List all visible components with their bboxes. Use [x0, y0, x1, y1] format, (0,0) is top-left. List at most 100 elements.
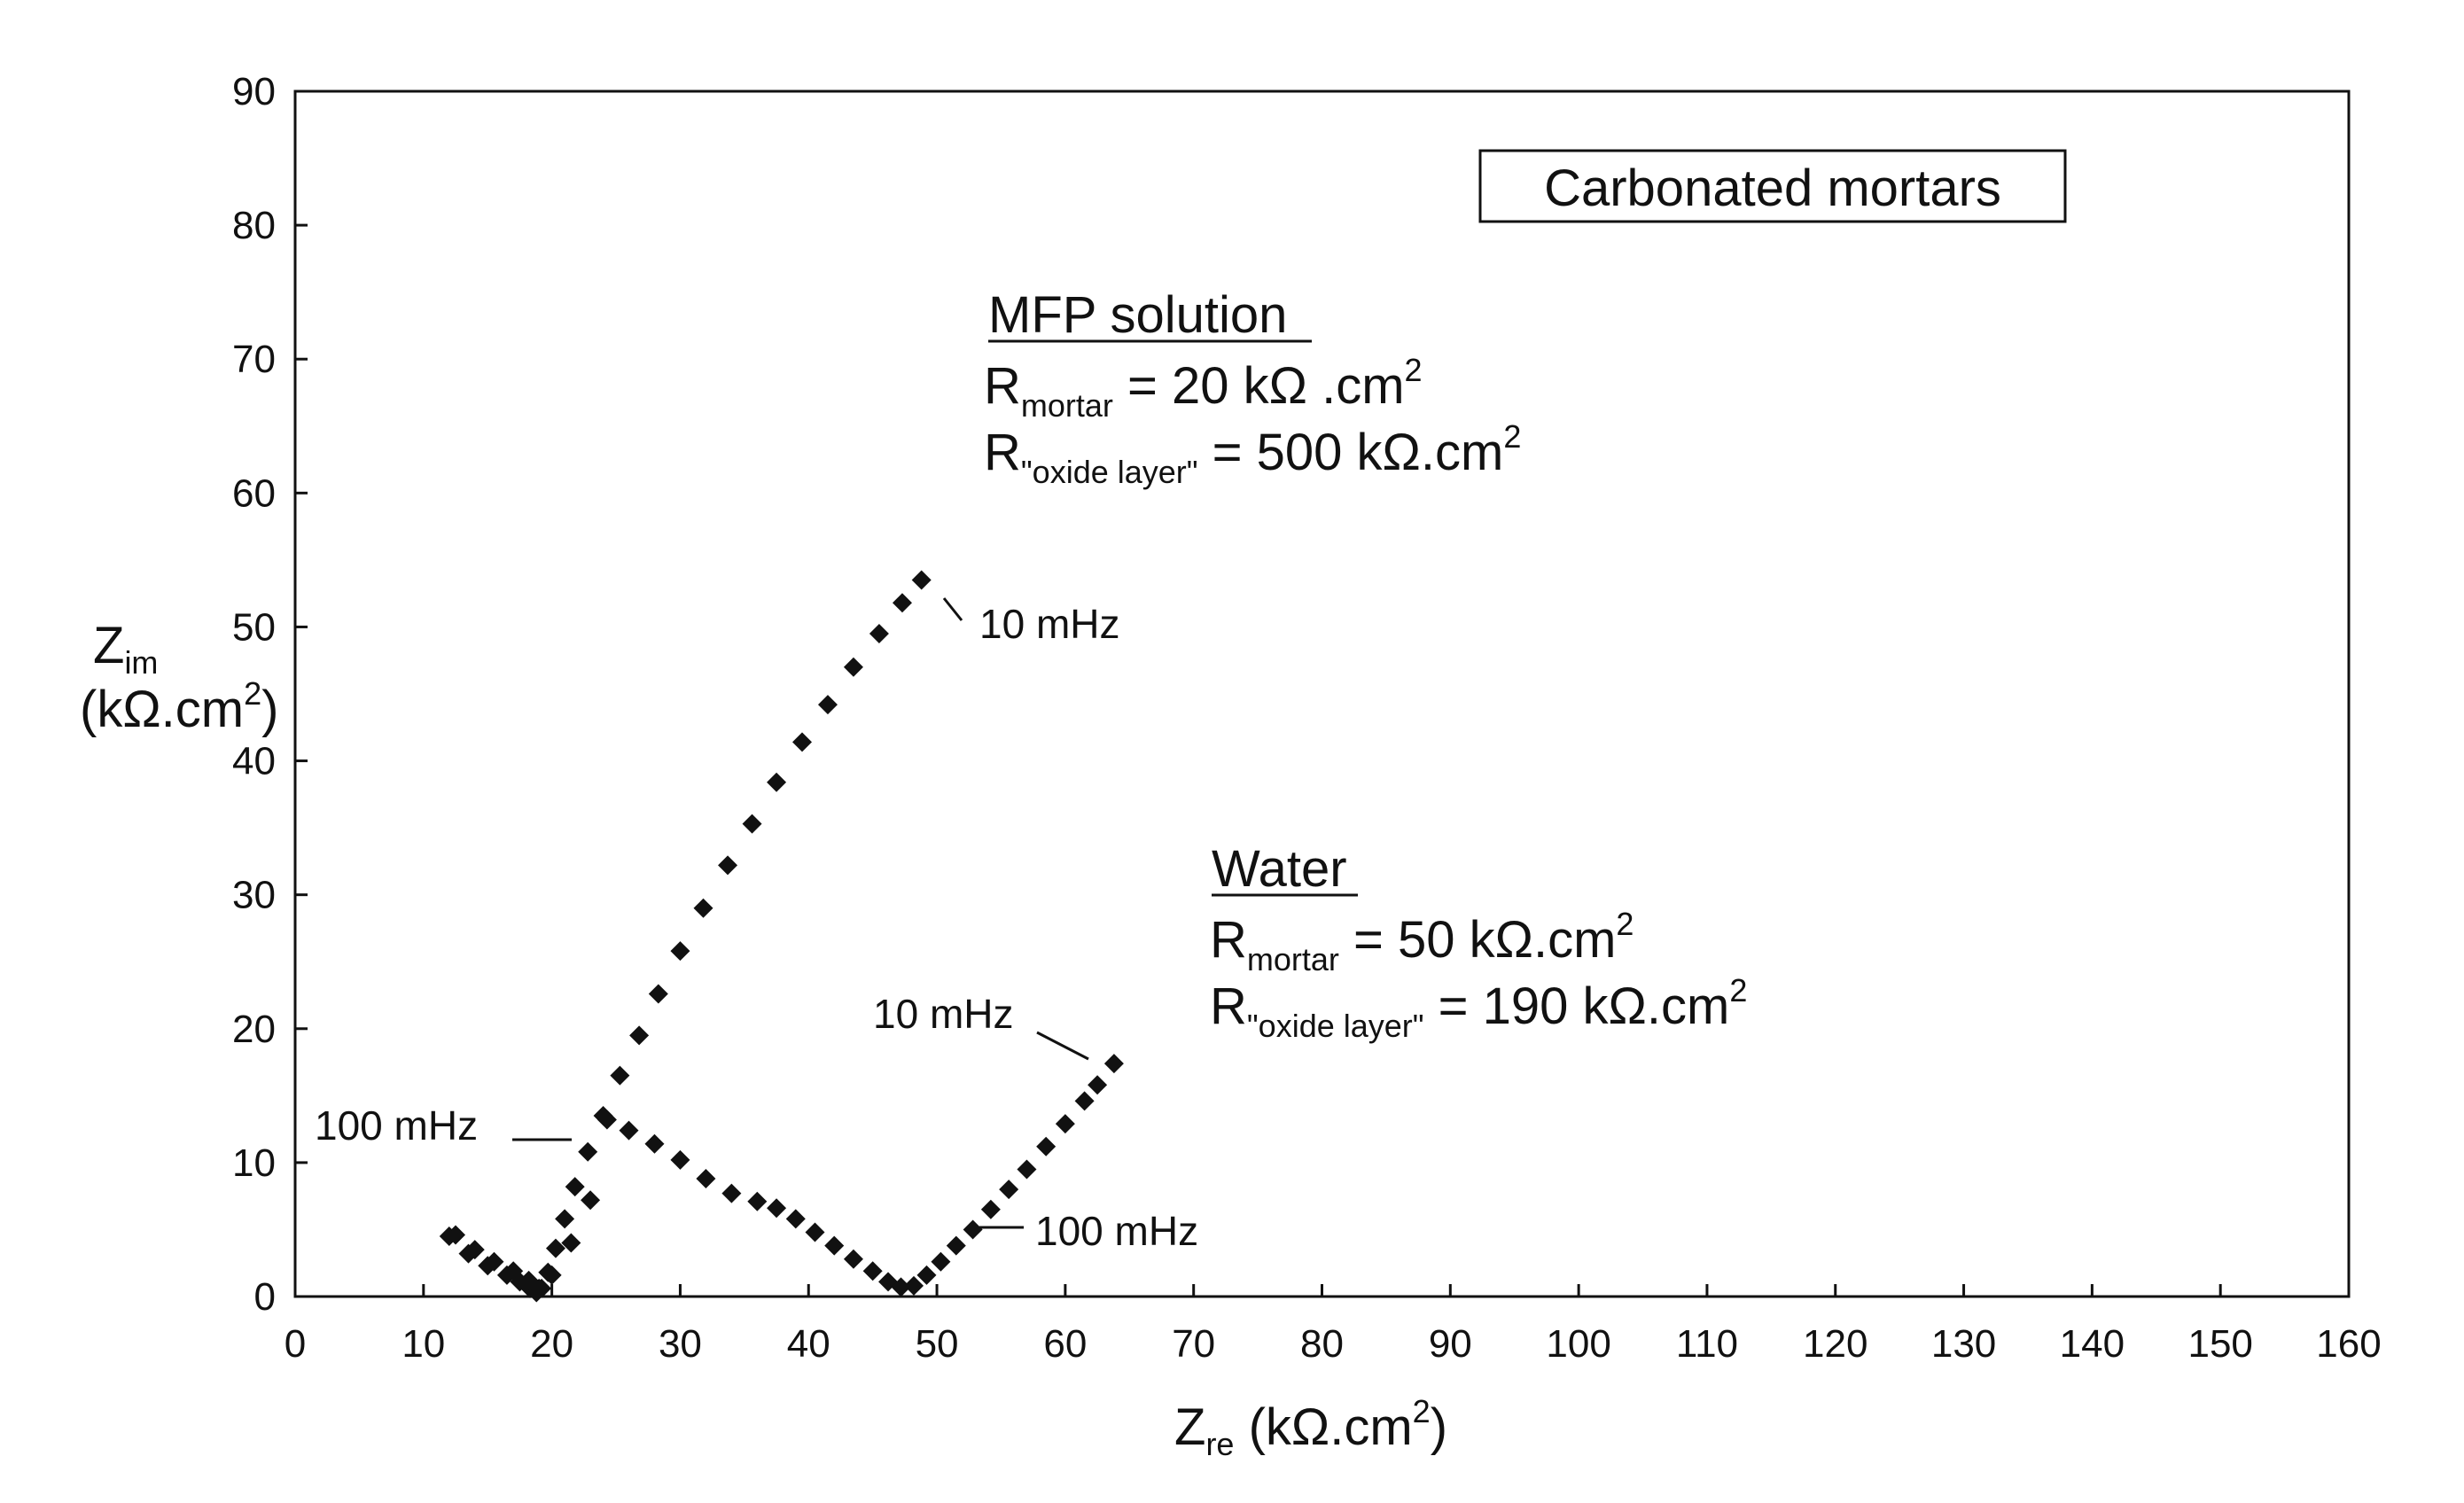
data-point	[503, 1261, 524, 1281]
data-point	[862, 1261, 883, 1281]
data-point	[747, 1191, 768, 1211]
x-tick-label: 140	[2060, 1322, 2125, 1366]
data-point	[931, 1251, 951, 1272]
x-tick-label: 30	[659, 1322, 702, 1366]
x-axis-ticks: 0 10 20 30 40 50 60 70 80 90 100 110 120 130 140 150 160	[285, 1284, 2382, 1366]
data-point	[648, 984, 668, 1004]
data-point	[670, 941, 690, 962]
mfp-r-oxide: R"oxide layer" = 500 kΩ.cm2	[984, 418, 1521, 490]
data-point	[891, 1277, 911, 1297]
data-point	[903, 1275, 924, 1296]
y-tick-label: 10	[232, 1141, 276, 1185]
data-point	[529, 1278, 550, 1298]
data-point	[1036, 1136, 1057, 1156]
x-tick-label: 10	[402, 1322, 445, 1366]
water-100mhz-label: 100 mHz	[1035, 1208, 1198, 1254]
data-point	[581, 1190, 601, 1211]
data-point	[1055, 1114, 1075, 1134]
data-point	[629, 1025, 650, 1046]
data-point	[999, 1180, 1019, 1200]
data-point	[843, 1249, 863, 1269]
y-tick-label: 0	[254, 1275, 276, 1319]
data-point	[542, 1265, 562, 1285]
x-tick-label: 50	[916, 1322, 959, 1366]
y-tick-label: 20	[232, 1008, 276, 1051]
data-point	[1074, 1091, 1095, 1111]
data-point	[578, 1141, 598, 1162]
data-point	[817, 695, 838, 715]
data-point	[946, 1235, 966, 1256]
mfp-r-mortar: Rmortar = 20 kΩ .cm2	[984, 352, 1423, 424]
data-point	[555, 1209, 575, 1229]
x-tick-label: 80	[1300, 1322, 1344, 1366]
data-point	[843, 657, 863, 677]
data-point	[721, 1183, 742, 1203]
y-tick-label: 70	[232, 338, 276, 381]
water-10mhz-leader	[1036, 1031, 1089, 1061]
water-10mhz-label: 10 mHz	[873, 991, 1013, 1037]
y-tick-label: 80	[232, 204, 276, 247]
data-point	[785, 1209, 806, 1229]
y-tick-label: 60	[232, 471, 276, 515]
data-point	[545, 1238, 565, 1258]
data-point	[1017, 1159, 1037, 1180]
x-axis-label: Zre (kΩ.cm2)	[1174, 1393, 1447, 1462]
mfp-10mhz-leader	[942, 597, 963, 621]
water-heading: Water	[1212, 840, 1347, 898]
x-tick-label: 130	[1931, 1322, 1996, 1366]
y-axis-label-symbol: Zim	[93, 617, 158, 681]
data-point	[464, 1240, 485, 1260]
x-tick-label: 150	[2187, 1322, 2252, 1366]
data-point	[963, 1219, 983, 1240]
data-point	[693, 898, 713, 918]
data-point	[742, 814, 762, 834]
x-tick-label: 0	[285, 1322, 306, 1366]
data-point	[805, 1222, 825, 1242]
x-tick-label: 90	[1429, 1322, 1472, 1366]
x-tick-label: 70	[1172, 1322, 1215, 1366]
data-point	[911, 570, 932, 590]
data-point	[718, 855, 738, 876]
water-r-oxide: R"oxide layer" = 190 kΩ.cm2	[1210, 972, 1747, 1044]
y-tick-label: 30	[232, 874, 276, 917]
mfp-10mhz-label: 10 mHz	[979, 601, 1119, 647]
mfp-heading: MFP solution	[988, 286, 1287, 344]
data-point	[767, 1198, 787, 1219]
y-tick-label: 40	[232, 740, 276, 783]
title-box-label: Carbonated mortars	[1544, 160, 2001, 217]
data-point	[484, 1251, 504, 1272]
x-tick-label: 100	[1546, 1322, 1610, 1366]
data-point	[869, 624, 889, 643]
title-box	[1478, 149, 2067, 223]
data-point	[767, 772, 787, 792]
x-tick-label: 120	[1803, 1322, 1867, 1366]
x-tick-label: 110	[1676, 1322, 1738, 1366]
data-point	[670, 1149, 690, 1170]
y-axis-ticks: 0 10 20 30 40 50 60 70 80 90	[232, 70, 308, 1319]
x-tick-label: 160	[2316, 1322, 2381, 1366]
mfp-100mhz-label: 100 mHz	[315, 1102, 478, 1149]
data-point	[561, 1233, 581, 1253]
data-point	[824, 1235, 845, 1256]
y-axis-label-unit: (kΩ.cm2)	[80, 675, 278, 738]
y-tick-label: 50	[232, 605, 276, 649]
data-point	[610, 1065, 630, 1086]
data-point	[1088, 1075, 1108, 1095]
y-tick-label: 90	[232, 70, 276, 113]
data-point	[644, 1133, 665, 1154]
data-point	[916, 1265, 937, 1285]
data-point	[597, 1110, 617, 1130]
x-tick-label: 20	[530, 1322, 573, 1366]
data-point	[619, 1120, 639, 1141]
water-series	[446, 1054, 1124, 1298]
x-tick-label: 40	[787, 1322, 830, 1366]
data-point	[1103, 1054, 1124, 1074]
x-tick-label: 60	[1043, 1322, 1087, 1366]
data-point	[892, 593, 912, 613]
data-point	[446, 1225, 466, 1245]
data-point	[696, 1169, 716, 1189]
data-point	[565, 1177, 585, 1197]
mfp-series	[439, 570, 932, 1303]
data-point	[792, 732, 813, 752]
data-point	[980, 1199, 1001, 1219]
